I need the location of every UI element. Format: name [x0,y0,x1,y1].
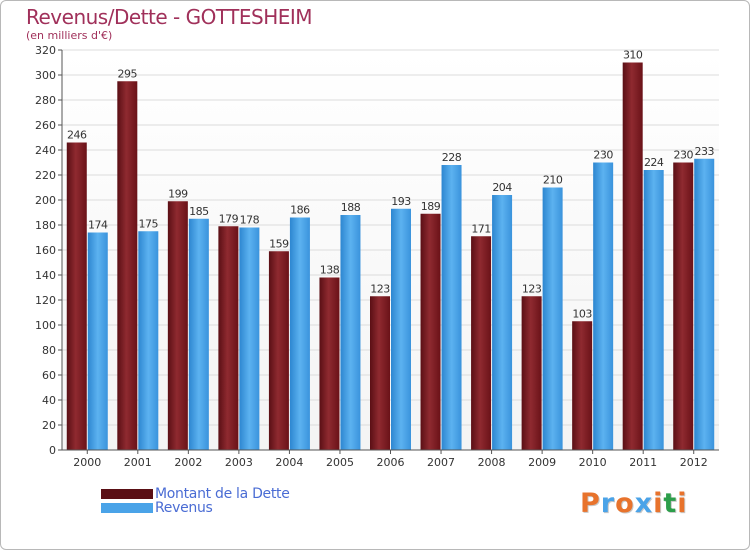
data-label-revenus: 178 [240,214,260,227]
logo-letter: t [663,488,678,519]
bar-revenus [188,218,209,450]
data-label-dette: 138 [320,264,340,277]
data-label-dette: 246 [67,129,87,142]
y-tick-label: 320 [35,44,56,57]
legend-swatch-revenus [101,503,153,513]
data-label-revenus: 188 [341,201,361,214]
x-tick-label: 2012 [680,456,708,469]
x-tick-label: 2002 [174,456,202,469]
data-label-dette: 295 [118,67,138,80]
y-tick-label: 100 [35,319,56,332]
y-tick-label: 300 [35,69,56,82]
bar-revenus [239,227,260,450]
x-tick-label: 2007 [427,456,455,469]
chart-title: Revenus/Dette - GOTTESHEIM [26,5,313,29]
data-label-dette: 189 [421,200,441,213]
y-tick-label: 240 [35,144,56,157]
bar-dette [218,226,239,450]
data-label-revenus: 228 [442,151,462,164]
y-tick-label: 80 [42,344,56,357]
data-label-dette: 103 [572,307,592,320]
data-label-revenus: 210 [543,174,563,187]
x-tick-label: 2001 [124,456,152,469]
logo-letter: r [600,488,616,519]
y-tick-label: 280 [35,94,56,107]
data-label-dette: 123 [522,282,542,295]
legend-item-dette: Montant de la Dette [101,486,290,502]
bar-dette [622,62,643,450]
data-label-revenus: 185 [189,205,209,218]
bar-dette [66,142,87,450]
y-tick-label: 180 [35,219,56,232]
legend-label-dette: Montant de la Dette [155,486,290,502]
bar-dette [117,81,138,450]
data-label-revenus: 233 [694,145,714,158]
bar-revenus [694,158,715,450]
bar-revenus [340,215,361,450]
data-label-revenus: 174 [88,219,108,232]
y-tick-label: 40 [42,394,56,407]
bar-revenus [643,170,664,450]
data-label-dette: 123 [370,282,390,295]
x-tick-label: 2010 [579,456,607,469]
legend-swatch-dette [101,489,153,499]
legend-label-revenus: Revenus [155,500,213,516]
bar-dette [268,251,289,450]
x-tick-label: 2000 [73,456,101,469]
bar-dette [167,201,188,450]
bar-dette [572,321,593,450]
y-tick-label: 200 [35,194,56,207]
y-tick-label: 120 [35,294,56,307]
bar-revenus [441,165,462,450]
data-label-revenus: 175 [139,217,159,230]
data-label-dette: 159 [269,237,289,250]
data-label-dette: 230 [673,149,693,162]
bar-dette [420,213,441,450]
bar-revenus [289,217,310,450]
logo-letter: x [634,488,654,519]
x-tick-label: 2004 [275,456,303,469]
bar-dette [471,236,492,450]
data-label-revenus: 204 [492,181,512,194]
y-tick-label: 220 [35,169,56,182]
data-label-revenus: 193 [391,195,411,208]
x-tick-label: 2006 [377,456,405,469]
y-tick-label: 160 [35,244,56,257]
bar-dette [673,162,694,450]
data-label-dette: 199 [168,187,188,200]
data-label-dette: 179 [219,212,239,225]
data-label-dette: 310 [623,49,643,62]
x-tick-label: 2011 [629,456,657,469]
data-label-dette: 171 [471,222,491,235]
logo-letter: P [580,488,601,519]
bar-dette [319,277,340,450]
bar-revenus [138,231,159,450]
bar-revenus [542,187,563,450]
data-label-revenus: 230 [593,149,613,162]
y-tick-label: 60 [42,369,56,382]
x-tick-label: 2003 [225,456,253,469]
x-tick-label: 2008 [478,456,506,469]
bar-revenus [87,232,108,450]
proxiti-logo: Proxiti [580,488,688,519]
bar-dette [521,296,542,450]
bar-dette [370,296,390,450]
logo-letter: i [677,488,688,519]
data-label-revenus: 224 [644,156,664,169]
legend-item-revenus: Revenus [101,500,213,516]
data-label-revenus: 186 [290,204,310,217]
x-tick-label: 2005 [326,456,354,469]
y-tick-label: 0 [49,444,56,457]
chart-subtitle: (en milliers d'€) [26,29,113,42]
y-tick-label: 20 [42,419,56,432]
bar-revenus [391,208,411,450]
logo-letter: o [615,488,635,519]
bar-revenus [492,195,513,450]
y-tick-label: 260 [35,119,56,132]
y-tick-label: 140 [35,269,56,282]
logo-letter: i [653,488,664,519]
x-tick-label: 2009 [528,456,556,469]
bar-revenus [593,162,614,450]
